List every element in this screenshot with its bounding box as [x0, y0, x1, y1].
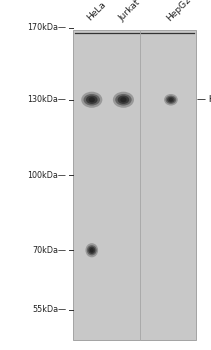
Bar — [73, 30, 196, 340]
Ellipse shape — [81, 92, 102, 108]
Ellipse shape — [84, 94, 100, 106]
Text: 55kDa—: 55kDa— — [32, 305, 66, 314]
Text: 100kDa—: 100kDa— — [28, 170, 66, 180]
Ellipse shape — [115, 94, 132, 106]
Ellipse shape — [118, 96, 129, 104]
Ellipse shape — [89, 97, 95, 102]
Ellipse shape — [88, 246, 95, 254]
Ellipse shape — [169, 98, 173, 102]
Ellipse shape — [86, 96, 97, 104]
Text: 130kDa—: 130kDa— — [28, 95, 66, 104]
Ellipse shape — [87, 245, 97, 255]
Text: HepG2: HepG2 — [165, 0, 193, 23]
Ellipse shape — [120, 97, 127, 102]
Text: 70kDa—: 70kDa— — [32, 246, 66, 255]
Ellipse shape — [167, 97, 175, 103]
Ellipse shape — [85, 243, 98, 257]
Ellipse shape — [113, 92, 134, 108]
Text: — HTATSF1: — HTATSF1 — [197, 95, 211, 104]
Ellipse shape — [164, 94, 178, 106]
Ellipse shape — [90, 248, 94, 252]
Text: HeLa: HeLa — [85, 0, 108, 23]
Ellipse shape — [166, 96, 176, 104]
Text: Jurkat: Jurkat — [117, 0, 142, 23]
Text: 170kDa—: 170kDa— — [27, 23, 66, 33]
